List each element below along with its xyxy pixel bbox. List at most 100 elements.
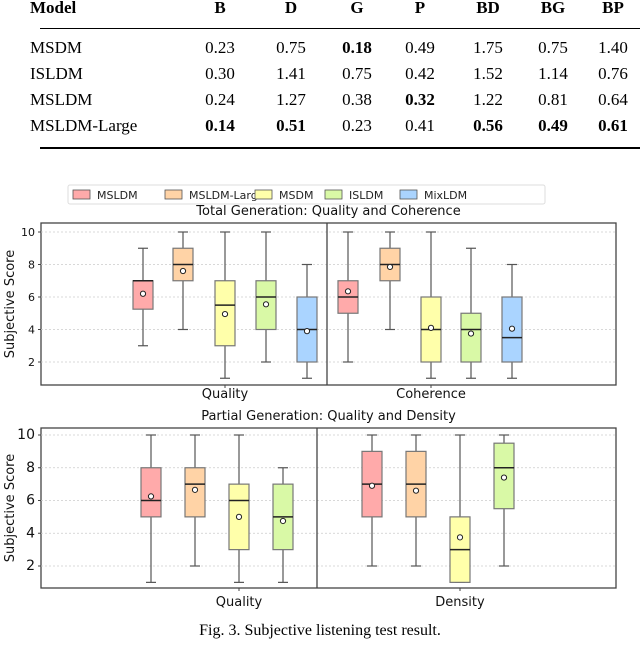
box xyxy=(460,312,482,363)
legend-label: MSLDM-Large xyxy=(189,189,265,202)
box-msldm-large-quality xyxy=(172,231,194,331)
table-header-cell: Model xyxy=(30,0,77,17)
plot-area xyxy=(40,427,617,589)
box-msdm-quality xyxy=(228,434,250,583)
table-cell: 0.56 xyxy=(473,116,503,135)
table-cell: 1.22 xyxy=(473,90,503,109)
mean-marker xyxy=(303,328,311,335)
y-axis-label: Subjective Score xyxy=(3,454,18,562)
table-cell: 0.38 xyxy=(342,90,372,109)
legend-label: MSDM xyxy=(279,189,313,202)
box-mixldm-coherence xyxy=(501,263,523,379)
table-cell: 0.49 xyxy=(538,116,568,135)
table-rule xyxy=(40,147,640,149)
legend-label: MSLDM xyxy=(97,189,138,202)
table-cell: 0.24 xyxy=(205,90,235,109)
mean-marker xyxy=(427,324,435,331)
mean-marker xyxy=(179,267,187,275)
box-isldm-quality xyxy=(272,467,294,583)
table-cell: 0.23 xyxy=(342,116,372,135)
legend-swatch xyxy=(254,189,273,200)
table-cell: 1.75 xyxy=(473,38,503,57)
box-msldm-density xyxy=(361,434,383,567)
table-cell: 1.14 xyxy=(538,64,568,83)
y-tick-label: 10 xyxy=(21,226,35,239)
table-header-cell: BP xyxy=(602,0,624,17)
box-msldm-large-coherence xyxy=(379,231,401,331)
y-tick-label: 8 xyxy=(26,460,35,476)
table-cell: 1.27 xyxy=(276,90,306,109)
table-row-model: MSLDM-Large xyxy=(30,116,138,135)
box-msdm-quality xyxy=(214,231,236,379)
chart-title: Partial Generation: Quality and Density xyxy=(201,409,456,424)
figure-caption: Fig. 3. Subjective listening test result… xyxy=(199,622,441,639)
table-cell: 0.51 xyxy=(276,116,306,135)
table-cell: 0.23 xyxy=(205,38,235,57)
chart-title: Total Generation: Quality and Coherence xyxy=(195,204,460,219)
mean-marker xyxy=(191,486,199,493)
mean-marker xyxy=(279,517,287,525)
table-header-cell: BD xyxy=(476,0,500,17)
table-cell: 0.14 xyxy=(205,116,235,135)
legend-swatch xyxy=(399,189,418,200)
mean-marker xyxy=(467,330,475,337)
mean-marker xyxy=(139,290,147,297)
box-isldm-quality xyxy=(255,231,277,363)
box-mixldm-quality xyxy=(296,263,318,379)
box-msldm-quality xyxy=(132,247,154,347)
x-category-label: Quality xyxy=(202,387,249,402)
y-tick-label: 6 xyxy=(26,493,35,509)
table-cell: 0.41 xyxy=(405,116,435,135)
table-cell: 0.75 xyxy=(276,38,306,57)
legend-swatch xyxy=(164,189,183,200)
plot-area xyxy=(40,222,617,386)
y-tick-label: 10 xyxy=(17,427,35,443)
table-cell: 0.81 xyxy=(538,90,568,109)
table-cell: 0.32 xyxy=(405,90,435,109)
x-category-label: Quality xyxy=(216,595,263,610)
table-cell: 1.40 xyxy=(598,38,628,57)
mean-marker xyxy=(412,487,420,494)
mean-marker xyxy=(500,474,508,481)
y-axis-label: Subjective Score xyxy=(3,250,18,358)
table-header-cell: G xyxy=(350,0,364,17)
y-tick-label: 4 xyxy=(26,525,35,541)
box-msdm-coherence xyxy=(420,231,442,379)
table-rule xyxy=(40,28,640,29)
table-cell: 0.61 xyxy=(598,116,628,135)
table-cell: 1.52 xyxy=(473,64,503,83)
y-tick-label: 4 xyxy=(28,324,35,337)
x-category-label: Density xyxy=(435,595,485,610)
table-cell: 1.41 xyxy=(276,64,306,83)
box-isldm-density xyxy=(493,434,515,567)
y-tick-label: 6 xyxy=(28,291,35,304)
mean-marker xyxy=(508,325,516,332)
table-header-cell: B xyxy=(214,0,226,17)
legend-label: MixLDM xyxy=(424,189,467,202)
y-tick-label: 8 xyxy=(28,259,35,272)
legend-frame xyxy=(67,184,546,205)
table-cell: 0.18 xyxy=(342,38,372,57)
mean-marker xyxy=(456,534,464,541)
box xyxy=(140,467,162,518)
table-cell: 0.64 xyxy=(598,90,628,109)
box-msldm-quality xyxy=(140,434,162,583)
mean-marker xyxy=(221,310,229,318)
mean-marker xyxy=(235,513,243,520)
box-msdm-density xyxy=(449,434,471,583)
table-cell: 0.75 xyxy=(342,64,372,83)
y-tick-label: 2 xyxy=(28,356,35,369)
table-cell: 0.49 xyxy=(405,38,435,57)
legend-swatch xyxy=(72,189,91,200)
table-header-cell: P xyxy=(414,0,426,17)
table-row-model: ISLDM xyxy=(30,64,83,83)
mean-marker xyxy=(147,493,155,500)
x-category-label: Coherence xyxy=(396,387,466,402)
table-row-model: MSLDM xyxy=(30,90,93,109)
legend-swatch xyxy=(324,189,343,200)
box-isldm-coherence xyxy=(460,247,482,379)
box-msldm-large-quality xyxy=(184,434,206,567)
table-cell: 0.30 xyxy=(205,64,235,83)
mean-marker xyxy=(344,288,352,295)
